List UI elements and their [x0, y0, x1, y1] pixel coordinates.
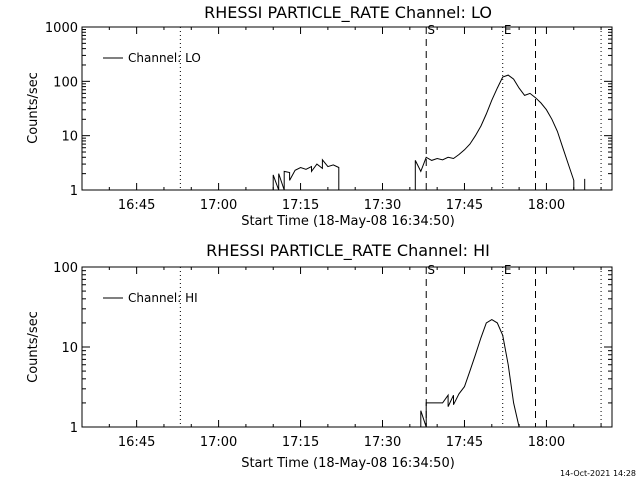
legend: Channel: HI — [103, 291, 198, 305]
y-tick-label: 100 — [53, 261, 78, 276]
chart-panel-lo: RHESSI PARTICLE_RATE Channel: LO Counts/… — [26, 3, 613, 229]
legend-label: Channel: LO — [128, 51, 201, 65]
legend: Channel: LO — [103, 51, 201, 65]
y-axis-label: Counts/sec — [26, 72, 41, 144]
event-marker-label: S — [427, 263, 435, 277]
x-tick-label: 16:45 — [118, 435, 155, 450]
series-line-segment — [272, 158, 340, 191]
x-axis-label: Start Time (18-May-08 16:34:50) — [241, 214, 455, 229]
x-tick-label: 17:00 — [200, 435, 237, 450]
legend-label: Channel: HI — [128, 291, 198, 305]
x-tick-label: 17:15 — [282, 435, 319, 450]
chart-title: RHESSI PARTICLE_RATE Channel: HI — [206, 241, 490, 261]
x-tick-label: 17:00 — [200, 198, 237, 213]
x-tick-label: 17:30 — [364, 198, 401, 213]
x-tick-label: 17:15 — [282, 198, 319, 213]
series-line-segment — [420, 319, 520, 428]
y-tick-label: 100 — [53, 75, 78, 90]
y-tick-label: 1 — [70, 421, 78, 436]
plot-area-frame — [81, 26, 613, 191]
x-tick-label: 17:45 — [446, 435, 483, 450]
event-marker-label: E — [504, 263, 512, 277]
series-lines — [420, 319, 520, 428]
chart-panel-hi: RHESSI PARTICLE_RATE Channel: HI Counts/… — [26, 241, 613, 471]
y-tick-label: 1 — [70, 184, 78, 199]
y-tick-label: 10 — [61, 341, 78, 356]
y-tick-label: 10 — [61, 130, 78, 145]
event-marker-label: S — [427, 23, 435, 37]
y-axis-label: Counts/sec — [26, 311, 41, 383]
axes-ticks: 16:45 17:00 17:15 17:30 17:45 18:00 1 10 100 1000 — [45, 21, 612, 213]
y-tick-label: 1000 — [45, 21, 78, 36]
x-tick-label: 17:45 — [446, 198, 483, 213]
x-tick-label: 17:30 — [364, 435, 401, 450]
series-lines — [272, 74, 586, 191]
x-tick-label: 18:00 — [528, 435, 565, 450]
x-tick-label: 18:00 — [528, 198, 565, 213]
x-axis-label: Start Time (18-May-08 16:34:50) — [241, 456, 455, 471]
chart-title: RHESSI PARTICLE_RATE Channel: LO — [204, 3, 492, 23]
axes-ticks: 16:45 17:00 17:15 17:30 17:45 18:00 1 10 100 — [53, 261, 612, 450]
x-tick-label: 16:45 — [118, 198, 155, 213]
series-line-segment — [414, 74, 575, 190]
event-marker-label: E — [504, 23, 512, 37]
footer-date: 14-Oct-2021 14:28 — [560, 469, 636, 478]
